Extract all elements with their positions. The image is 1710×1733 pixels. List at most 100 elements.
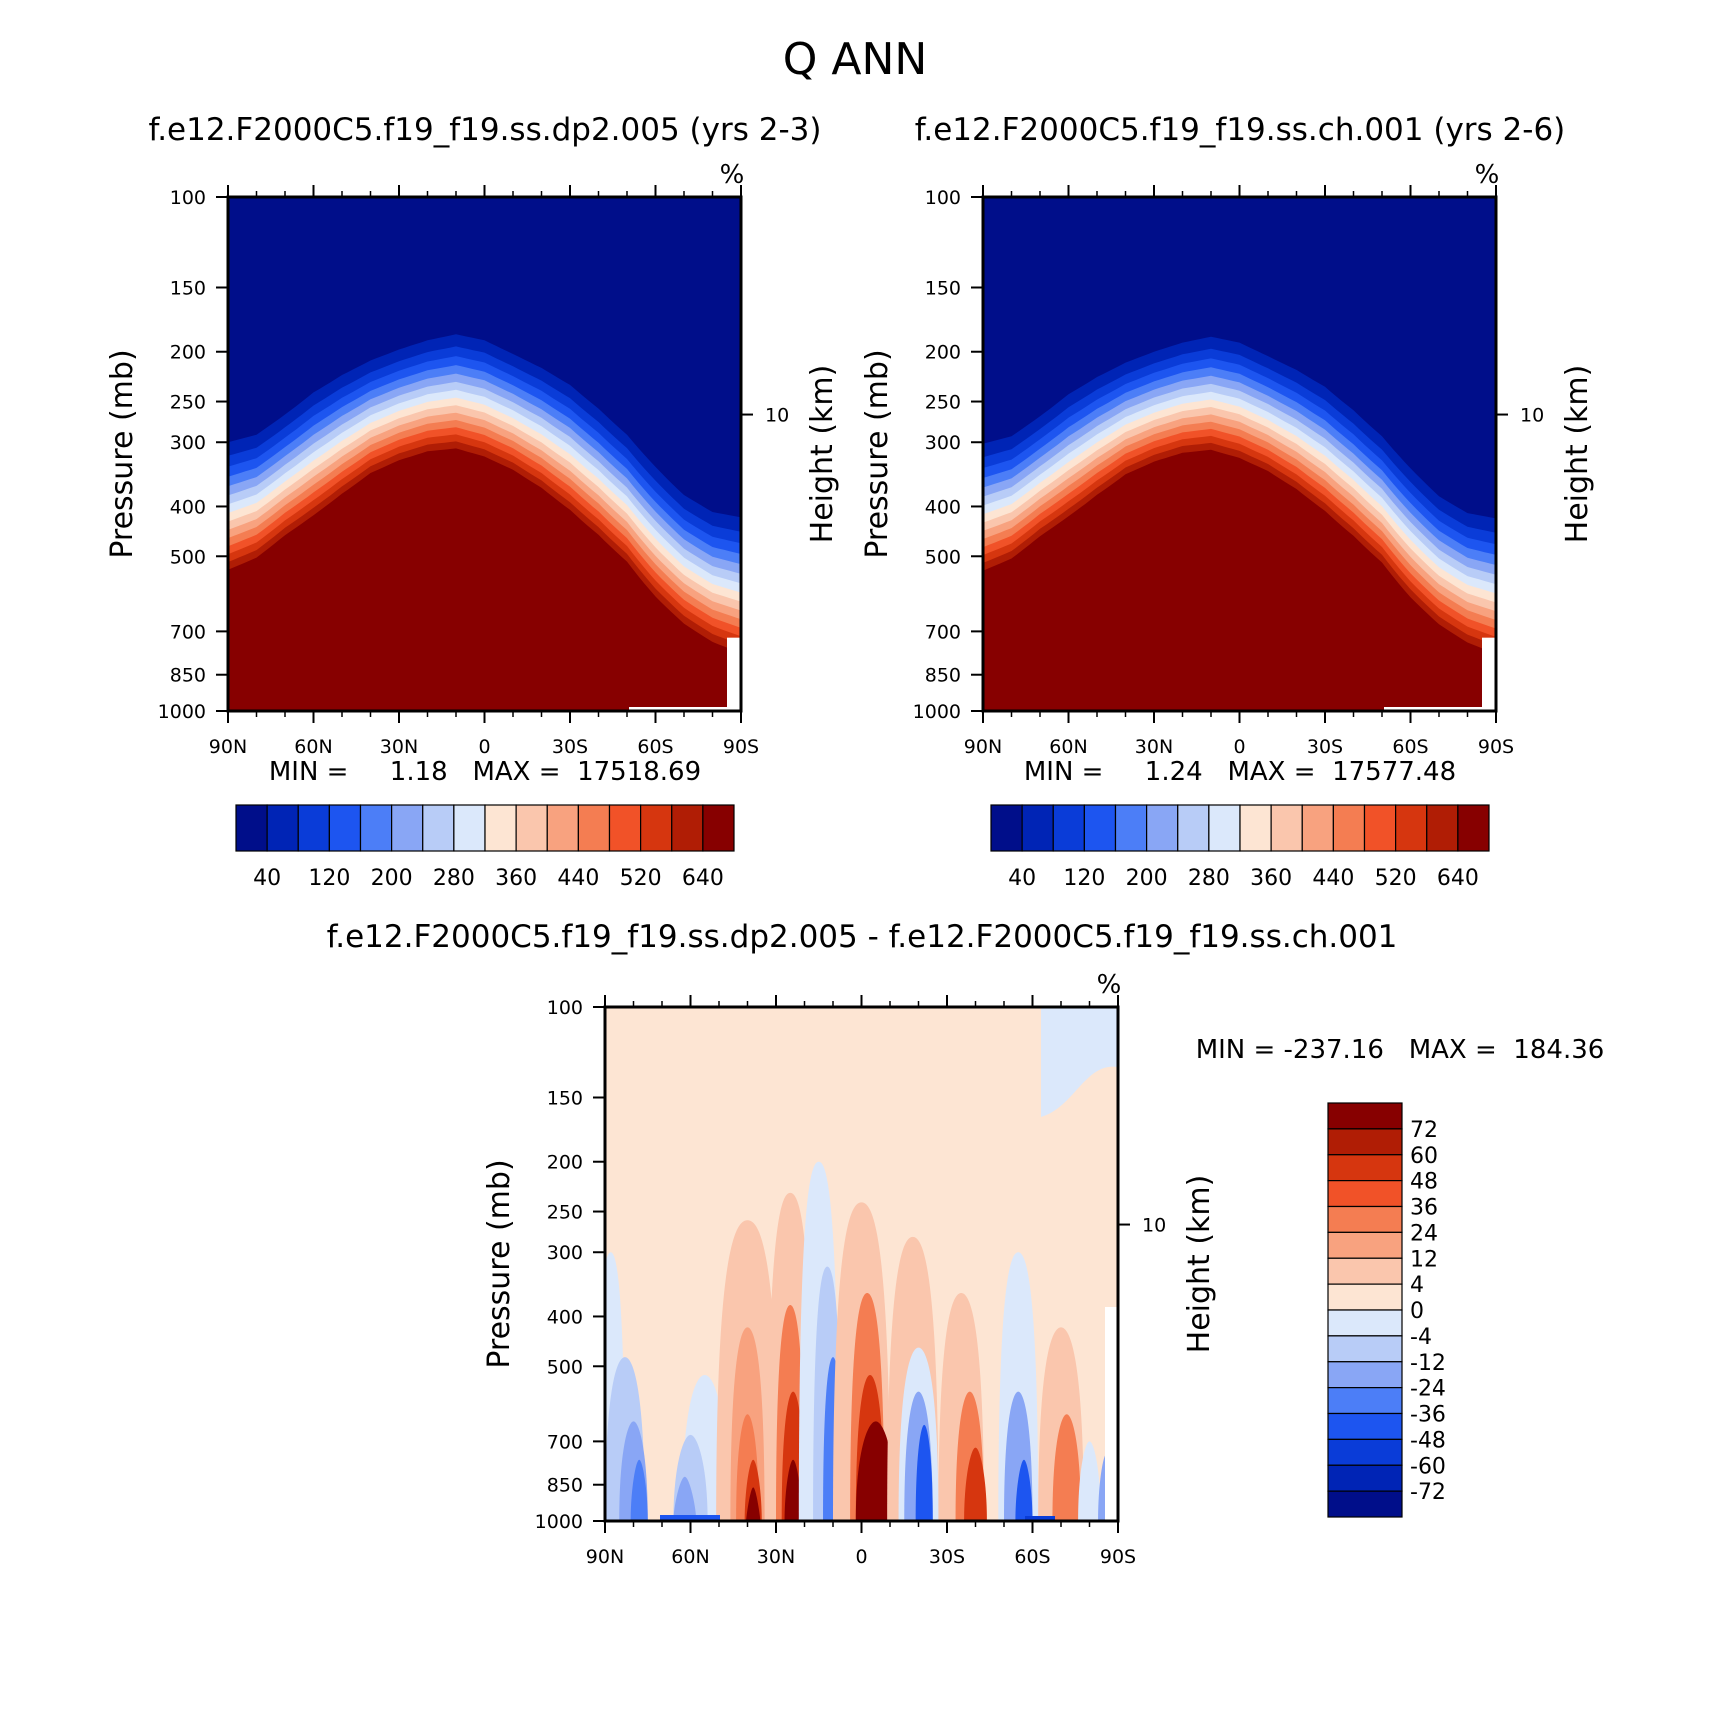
y-tick-label: 700 <box>547 1431 583 1453</box>
colorbar-swatch <box>1083 804 1117 852</box>
figure-title: Q ANN <box>783 34 928 85</box>
colorbar-swatch <box>671 804 704 852</box>
contour-band <box>1041 1007 1118 1117</box>
colorbar-label: 200 <box>371 866 413 891</box>
x-tick-label: 90N <box>964 736 1002 758</box>
panel-2-stats: MIN = 1.24 MAX = 17577.48 <box>1024 757 1456 787</box>
colorbar-swatch <box>1239 804 1272 852</box>
colorbar-swatch <box>1327 1205 1403 1233</box>
y-tick-label: 850 <box>925 665 961 687</box>
colorbar-swatch <box>1327 1154 1403 1182</box>
colorbar-label: 440 <box>1312 866 1354 891</box>
contour-band <box>1015 1459 1033 1521</box>
y-tick-label: 250 <box>925 392 961 414</box>
colorbar-label: 360 <box>495 866 537 891</box>
panel-3-title: f.e12.F2000C5.f19_f19.ss.dp2.005 - f.e12… <box>327 919 1398 955</box>
colorbar-swatch <box>1327 1283 1403 1311</box>
colorbar-swatch <box>359 804 393 852</box>
colorbar-swatch <box>1332 804 1366 852</box>
colorbar-swatch <box>297 804 330 852</box>
colorbar-label: 40 <box>1008 866 1036 891</box>
x-tick-label: 30S <box>1307 736 1343 758</box>
colorbar-swatch <box>1327 1102 1403 1130</box>
x-tick-label: 60N <box>294 736 332 758</box>
contour-band <box>784 1459 802 1521</box>
colorbar-label: 640 <box>1437 866 1479 891</box>
y-tick-label: 400 <box>170 496 206 518</box>
y-tick-label: 250 <box>547 1202 583 1224</box>
panel-1-y-label: Pressure (mb) <box>105 349 140 558</box>
colorbar-swatch <box>515 804 548 852</box>
panel-1-field <box>228 197 741 711</box>
y-tick-label: 150 <box>547 1088 583 1110</box>
panel-1-axes: 90N 60N 30N 0 30S 60S 90S 100 150 200 250 300 400 500… <box>158 185 789 758</box>
y-tick-label: 250 <box>170 392 206 414</box>
panel-3-y-label: Pressure (mb) <box>482 1159 517 1368</box>
y-tick-label: 1000 <box>913 701 961 723</box>
y-tick-label: 200 <box>925 342 961 364</box>
x-tick-label: 30N <box>757 1546 795 1568</box>
colorbar-swatch <box>1327 1257 1403 1285</box>
colorbar-label: 120 <box>308 866 350 891</box>
colorbar-swatch <box>1327 1490 1403 1518</box>
colorbar-swatch <box>328 804 362 852</box>
panel-3-stats: MIN = -237.16 MAX = 184.36 <box>1196 1035 1605 1065</box>
x-tick-label: 60N <box>1049 736 1087 758</box>
colorbar-label: 280 <box>1188 866 1230 891</box>
colorbar-swatch <box>1301 804 1334 852</box>
colorbar-swatch <box>1327 1438 1403 1466</box>
colorbar-label: -24 <box>1410 1377 1446 1402</box>
colorbar-label: 40 <box>253 866 281 891</box>
y-tick-label: 100 <box>547 997 583 1019</box>
colorbar-swatch <box>422 804 455 852</box>
x-tick-label: 90N <box>209 736 247 758</box>
colorbar-label: -72 <box>1410 1480 1446 1505</box>
colorbar-swatch <box>1208 804 1241 852</box>
panel-2-axes: 90N 60N 30N 0 30S 60S 90S 100 150 200 250 300 400 500… <box>913 185 1544 758</box>
colorbar-label: -36 <box>1410 1403 1446 1428</box>
y-tick-label: 500 <box>547 1356 583 1378</box>
colorbar-swatch <box>1327 1387 1403 1415</box>
x-tick-label: 0 <box>478 736 490 758</box>
colorbar-label: 640 <box>682 866 724 891</box>
y-tick-label: 300 <box>170 432 206 454</box>
colorbar-swatch <box>1363 804 1397 852</box>
contour-band <box>746 1487 761 1521</box>
colorbar-label: 280 <box>433 866 475 891</box>
y-tick-label: 850 <box>170 665 206 687</box>
panel-2-y-right-label: Height (km) <box>1560 365 1595 544</box>
colorbar-swatch <box>1457 804 1490 852</box>
colorbar-swatch <box>1426 804 1459 852</box>
colorbar-label: -60 <box>1410 1454 1446 1479</box>
colorbar-swatch <box>1327 1361 1403 1389</box>
colorbar-swatch <box>453 804 486 852</box>
x-tick-label: 60S <box>1014 1546 1050 1568</box>
colorbar-swatch <box>546 804 579 852</box>
colorbar-swatch <box>1052 804 1085 852</box>
panel-3-axes: 90N 60N 30N 0 30S 60S 90S 100 150 200 250 300 400 500… <box>535 995 1166 1568</box>
colorbar-swatch <box>608 804 642 852</box>
colorbar-swatch <box>235 804 268 852</box>
panel-2-colorbar: 40 120 200 280 360 440 520 640 <box>990 804 1490 891</box>
panel-3-y-right-label: Height (km) <box>1182 1175 1217 1354</box>
y-tick-label: 200 <box>547 1152 583 1174</box>
colorbar-swatch <box>1114 804 1148 852</box>
colorbar-swatch <box>484 804 517 852</box>
y-tick-label: 1000 <box>158 701 206 723</box>
y-tick-label: 500 <box>170 546 206 568</box>
missing-data-patch <box>629 707 727 711</box>
y-tick-label: 700 <box>170 621 206 643</box>
colorbar-label: 36 <box>1410 1196 1438 1221</box>
x-tick-label: 90S <box>1100 1546 1136 1568</box>
contour-band <box>855 1421 896 1521</box>
colorbar-label: -48 <box>1410 1428 1446 1453</box>
contour-band <box>964 1447 987 1521</box>
y-tick-label: 300 <box>925 432 961 454</box>
y-tick-label: 850 <box>547 1475 583 1497</box>
x-tick-label: 0 <box>855 1546 867 1568</box>
missing-data-patch <box>727 637 741 711</box>
panel-2: f.e12.F2000C5.f19_f19.ss.ch.001 (yrs 2-6… <box>860 112 1595 891</box>
panel-1-colorbar: 40 120 200 280 360 440 520 640 <box>235 804 735 891</box>
colorbar-label: 520 <box>620 866 662 891</box>
x-tick-label: 60S <box>637 736 673 758</box>
